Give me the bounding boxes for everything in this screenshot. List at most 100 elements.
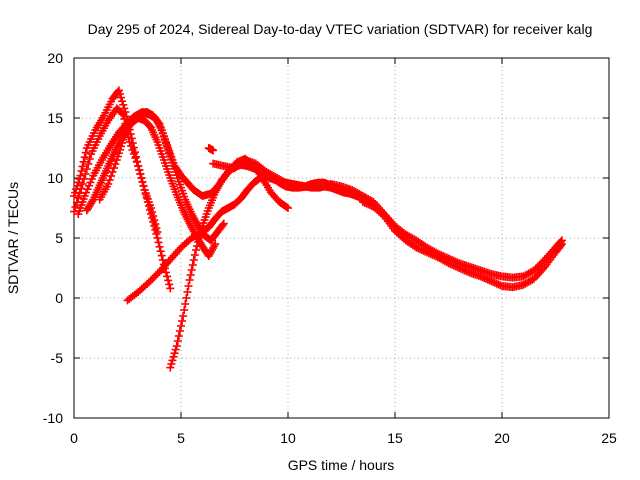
data-point-interp — [71, 203, 80, 211]
data-point-interp — [173, 337, 182, 345]
data-point-interp — [194, 238, 203, 246]
data-point — [153, 228, 162, 236]
data-point-interp — [107, 172, 116, 180]
data-point — [185, 276, 194, 284]
data-point-interp — [128, 146, 137, 154]
data-point — [125, 138, 134, 146]
data-point — [114, 86, 123, 95]
data-point-interp — [282, 179, 291, 187]
data-point-interp — [78, 162, 87, 171]
data-point-interp — [170, 349, 179, 358]
data-point — [179, 312, 188, 320]
data-point — [78, 180, 87, 188]
data-point-interp — [378, 210, 387, 219]
x-tick-label: 0 — [70, 430, 78, 446]
data-point-interp — [177, 322, 185, 330]
data-point-interp — [432, 252, 441, 261]
data-point-interp — [149, 212, 158, 220]
data-point-interp — [197, 226, 206, 234]
data-point-interp — [146, 276, 155, 285]
data-point — [530, 266, 539, 275]
data-point-interp — [81, 170, 90, 178]
data-point-interp — [79, 175, 88, 183]
data-point — [144, 278, 153, 287]
y-tick-label: 20 — [47, 50, 63, 66]
data-point-interp — [80, 153, 89, 162]
data-point-interp — [163, 272, 172, 281]
data-point-interp — [537, 259, 546, 268]
data-point-interp — [180, 306, 189, 314]
data-point-interp — [151, 220, 160, 228]
data-point-interp — [193, 242, 202, 250]
data-point — [119, 110, 128, 119]
data-point-interp — [148, 274, 157, 283]
x-tick-label: 20 — [494, 430, 510, 446]
data-point-interp — [109, 164, 118, 172]
data-point — [172, 342, 181, 350]
data-point-interp — [196, 230, 205, 238]
data-points — [70, 86, 566, 372]
y-tick-label: 10 — [47, 170, 63, 186]
data-point-interp — [152, 271, 161, 280]
data-point-interp — [556, 241, 565, 250]
data-point-interp — [81, 148, 90, 157]
y-tick-label: 15 — [47, 110, 63, 126]
data-point-interp — [533, 262, 542, 271]
data-point-interp — [531, 264, 540, 273]
x-tick-label: 25 — [601, 430, 617, 446]
data-point-interp — [135, 166, 144, 174]
data-point — [476, 272, 485, 281]
data-point-interp — [485, 276, 494, 285]
data-point-interp — [188, 261, 197, 269]
data-point-interp — [190, 251, 199, 259]
x-tick-label: 5 — [177, 430, 185, 446]
data-point-interp — [108, 168, 117, 176]
data-point-interp — [535, 261, 544, 269]
x-tick-label: 15 — [387, 430, 403, 446]
data-point-interp — [175, 327, 184, 335]
data-point — [191, 246, 200, 254]
data-point — [211, 240, 220, 248]
data-point-interp — [88, 197, 97, 206]
data-point-interp — [456, 264, 465, 273]
x-axis-ticks: 0 5 10 15 20 25 — [70, 58, 617, 446]
data-point-interp — [183, 288, 192, 296]
chart-title: Day 295 of 2024, Sidereal Day-to-day VTE… — [88, 21, 593, 37]
data-point-interp — [118, 109, 127, 118]
data-point — [166, 284, 175, 293]
data-point-interp — [118, 97, 127, 106]
data-point-interp — [148, 208, 157, 216]
data-point-interp — [129, 150, 138, 158]
data-point — [147, 204, 156, 212]
data-point-interp — [158, 256, 167, 264]
data-point-interp — [152, 224, 161, 232]
data-point — [134, 162, 143, 170]
data-point-interp — [168, 356, 177, 365]
y-tick-label: -10 — [43, 410, 63, 426]
data-point-interp — [187, 266, 196, 274]
y-axis-ticks: -10 -5 0 5 10 15 20 — [43, 50, 609, 426]
data-point-interp — [79, 157, 88, 166]
data-point-interp — [138, 178, 147, 186]
data-point-interp — [155, 242, 164, 251]
data-point-interp — [178, 317, 187, 325]
data-point-interp — [218, 221, 227, 229]
data-point-interp — [139, 182, 148, 190]
data-point-interp — [84, 160, 93, 168]
grid-lines — [74, 58, 609, 418]
y-tick-label: -5 — [51, 350, 64, 366]
data-point-interp — [82, 165, 91, 173]
data-point — [166, 363, 175, 372]
data-point-interp — [167, 360, 176, 368]
data-point-interp — [189, 256, 198, 264]
data-point-interp — [171, 345, 180, 354]
data-point-interp — [182, 294, 191, 302]
data-point-interp — [195, 234, 204, 242]
data-point — [209, 146, 218, 155]
y-axis-label: SDTVAR / TECUs — [5, 182, 21, 294]
data-point — [557, 240, 566, 248]
data-point-interp — [150, 273, 159, 281]
data-point-interp — [442, 258, 451, 267]
data-point-interp — [157, 251, 166, 260]
